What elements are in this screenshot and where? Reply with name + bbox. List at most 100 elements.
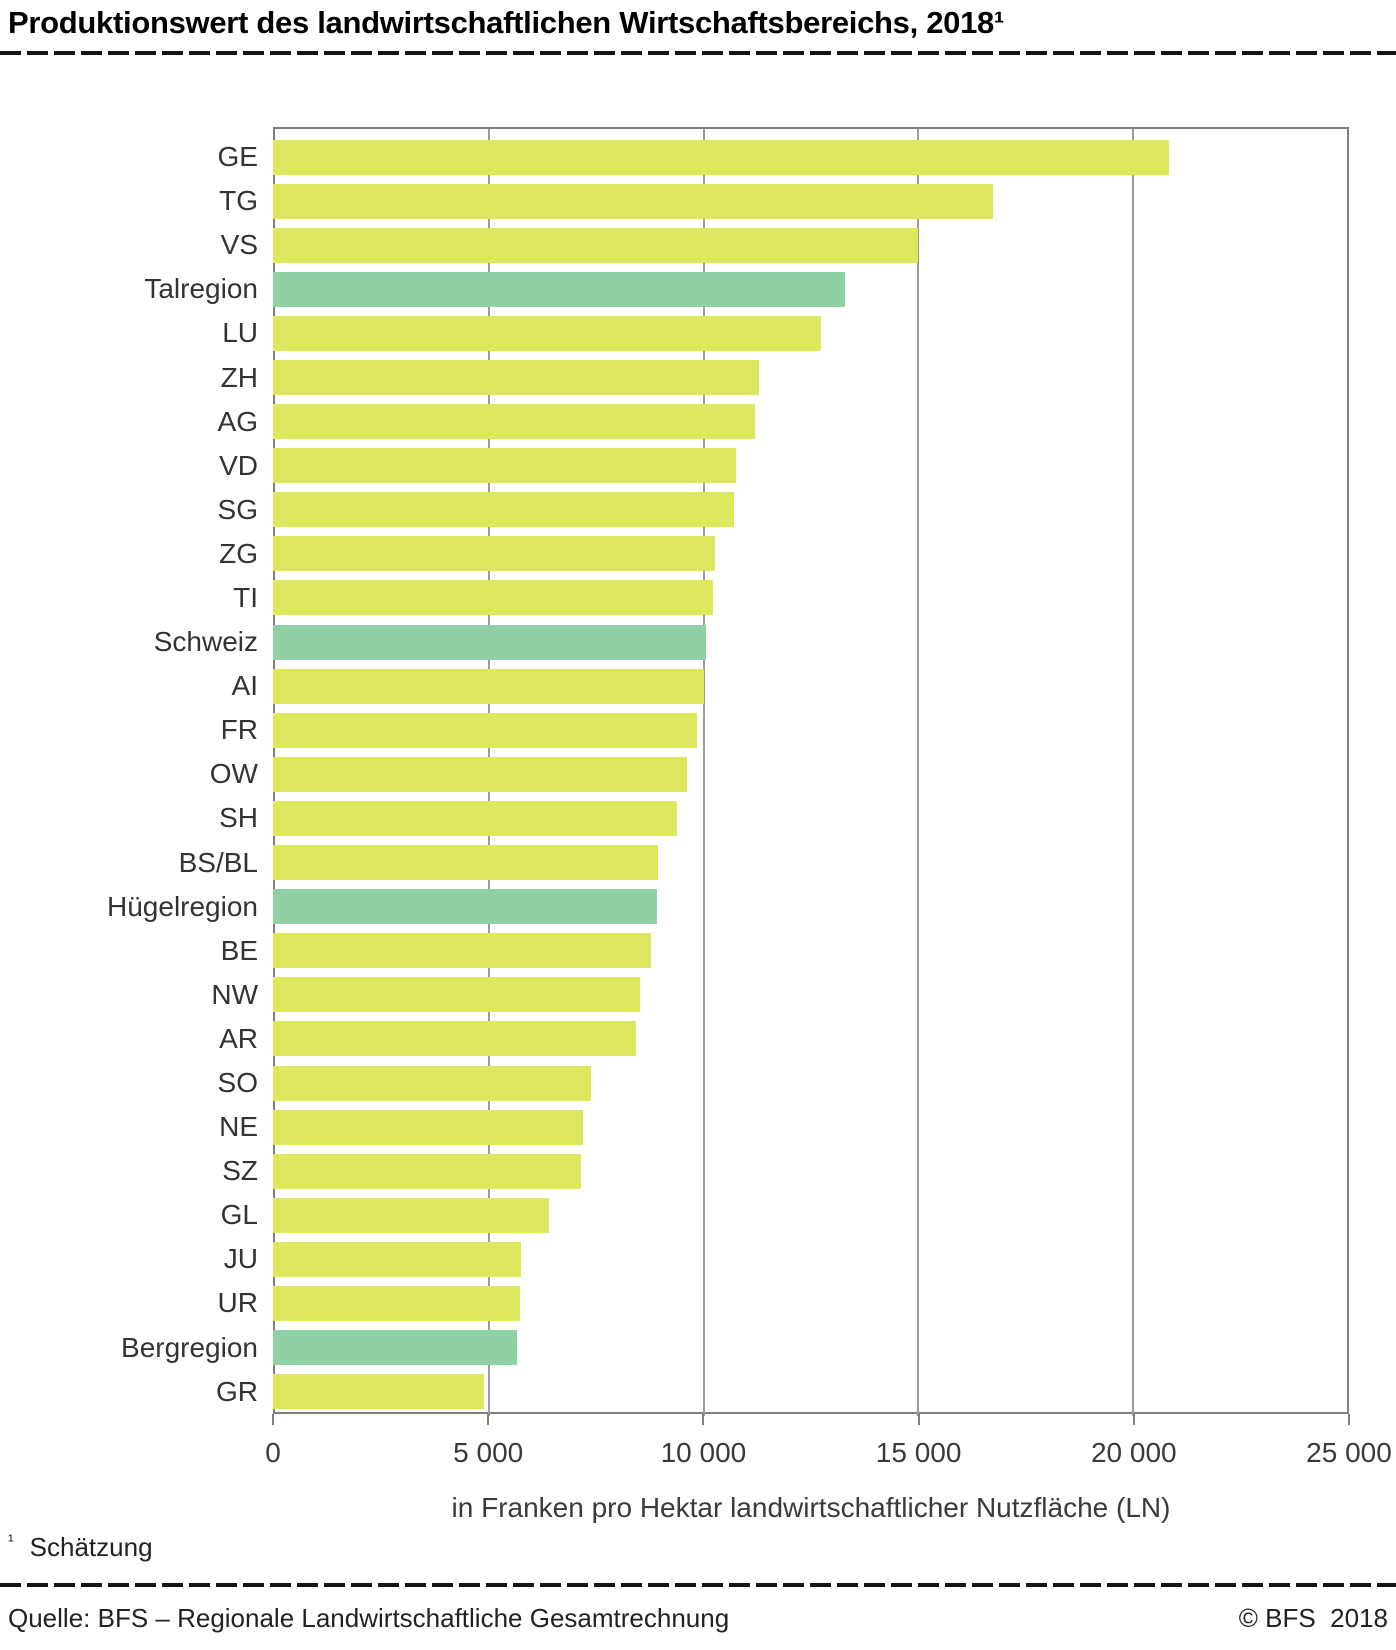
bar-row: BS/BL xyxy=(0,841,1396,885)
bar-track xyxy=(273,800,1349,836)
footnote-marker: ¹ xyxy=(8,1531,14,1550)
bar-label: GR xyxy=(216,1375,258,1407)
bar-label: SZ xyxy=(222,1155,258,1187)
bar-LU xyxy=(273,315,822,351)
bar-row: JU xyxy=(0,1237,1396,1281)
footer-divider-rule xyxy=(0,1583,1396,1587)
page-title: Produktionswert des landwirtschaftlichen… xyxy=(8,5,1005,40)
bar-FR xyxy=(273,712,697,748)
x-axis-title: in Franken pro Hektar landwirtschaftlich… xyxy=(451,1492,1171,1523)
bar-BS/BL xyxy=(273,845,659,881)
x-tick-label: 5 000 xyxy=(453,1437,524,1468)
footnote: ¹ Schätzung xyxy=(8,1531,153,1563)
bar-NW xyxy=(273,977,641,1013)
bar-track xyxy=(273,933,1349,969)
bar-track xyxy=(273,183,1349,219)
bar-track xyxy=(273,227,1349,263)
bar-TI xyxy=(273,580,713,616)
bar-label: AG xyxy=(217,405,258,437)
bar-track xyxy=(273,536,1349,572)
bar-track xyxy=(273,1065,1349,1101)
bar-label: BS/BL xyxy=(178,846,258,878)
bar-row: UR xyxy=(0,1281,1396,1325)
bar-SG xyxy=(273,492,734,528)
bar-label: VD xyxy=(219,449,258,481)
bar-GL xyxy=(273,1197,550,1233)
bar-row: TG xyxy=(0,179,1396,223)
bar-track xyxy=(273,624,1349,660)
bar-ZH xyxy=(273,360,759,396)
bar-track xyxy=(273,889,1349,925)
bar-UR xyxy=(273,1285,520,1321)
bar-row: NE xyxy=(0,1105,1396,1149)
bar-AI xyxy=(273,668,705,704)
bar-Schweiz xyxy=(273,624,706,660)
bar-SH xyxy=(273,800,678,836)
bar-row: ZH xyxy=(0,355,1396,399)
bar-row: GE xyxy=(0,135,1396,179)
bar-track xyxy=(273,492,1349,528)
bar-label: FR xyxy=(220,714,258,746)
bar-ZG xyxy=(273,536,716,572)
bar-track xyxy=(273,271,1349,307)
bar-row: AG xyxy=(0,400,1396,444)
bar-track xyxy=(273,756,1349,792)
x-axis-ticks xyxy=(272,1414,1350,1425)
bar-row: TI xyxy=(0,576,1396,620)
bar-Hügelregion xyxy=(273,889,658,925)
bar-row: SG xyxy=(0,488,1396,532)
x-tick-label: 0 xyxy=(265,1437,281,1468)
bar-label: JU xyxy=(223,1243,258,1275)
bar-JU xyxy=(273,1241,521,1277)
bar-track xyxy=(273,1021,1349,1057)
x-tick-20000 xyxy=(1132,1414,1135,1425)
footnote-text: Schätzung xyxy=(29,1532,153,1562)
bar-row: SZ xyxy=(0,1149,1396,1193)
bar-label: NW xyxy=(211,978,258,1010)
bar-Bergregion xyxy=(273,1330,517,1366)
bar-track xyxy=(273,712,1349,748)
bar-track xyxy=(273,845,1349,881)
bar-row: VS xyxy=(0,223,1396,267)
source-text: Quelle: BFS – Regionale Landwirtschaftli… xyxy=(8,1603,730,1633)
gridline-20000 xyxy=(1131,129,1134,1416)
bar-track xyxy=(273,1285,1349,1321)
bar-track xyxy=(273,1109,1349,1145)
bar-track xyxy=(273,668,1349,704)
bar-Talregion xyxy=(273,271,845,307)
x-tick-15000 xyxy=(917,1414,920,1425)
bar-track xyxy=(273,315,1349,351)
bar-track xyxy=(273,139,1349,175)
bar-row: NW xyxy=(0,973,1396,1017)
x-axis-tick-labels: 0 5 000 10 000 15 000 20 000 25 000 xyxy=(265,1437,1392,1471)
bar-track xyxy=(273,1330,1349,1366)
bar-label: TI xyxy=(233,581,258,613)
bar-VS xyxy=(273,227,919,263)
bar-label: UR xyxy=(217,1287,258,1319)
bar-label: Hügelregion xyxy=(107,890,258,922)
bar-label: SH xyxy=(219,802,258,834)
bar-OW xyxy=(273,756,688,792)
gridline-15000 xyxy=(917,129,920,1416)
x-tick-25000 xyxy=(1348,1414,1350,1425)
bar-label: Talregion xyxy=(144,273,258,305)
bar-track xyxy=(273,1153,1349,1189)
bar-label: Schweiz xyxy=(153,626,258,658)
bar-row: BE xyxy=(0,929,1396,973)
bar-label: NE xyxy=(219,1111,258,1143)
bar-row: SO xyxy=(0,1061,1396,1105)
bar-label: ZG xyxy=(219,537,258,569)
bar-label: AI xyxy=(231,670,258,702)
bar-label: TG xyxy=(219,185,258,217)
bar-label: GE xyxy=(217,141,258,173)
bar-row: OW xyxy=(0,752,1396,796)
bar-TG xyxy=(273,183,994,219)
gridline-10000 xyxy=(702,129,705,1416)
bar-AG xyxy=(273,404,756,440)
bar-row: SH xyxy=(0,796,1396,840)
x-tick-label: 15 000 xyxy=(875,1437,962,1468)
bar-label: ZH xyxy=(220,361,258,393)
bar-label: OW xyxy=(209,758,258,790)
bar-rows: GE TG VS Talregion LU ZH AG VD SG ZG TI Schweiz AI FR… xyxy=(0,135,1396,1414)
bar-row: ZG xyxy=(0,532,1396,576)
